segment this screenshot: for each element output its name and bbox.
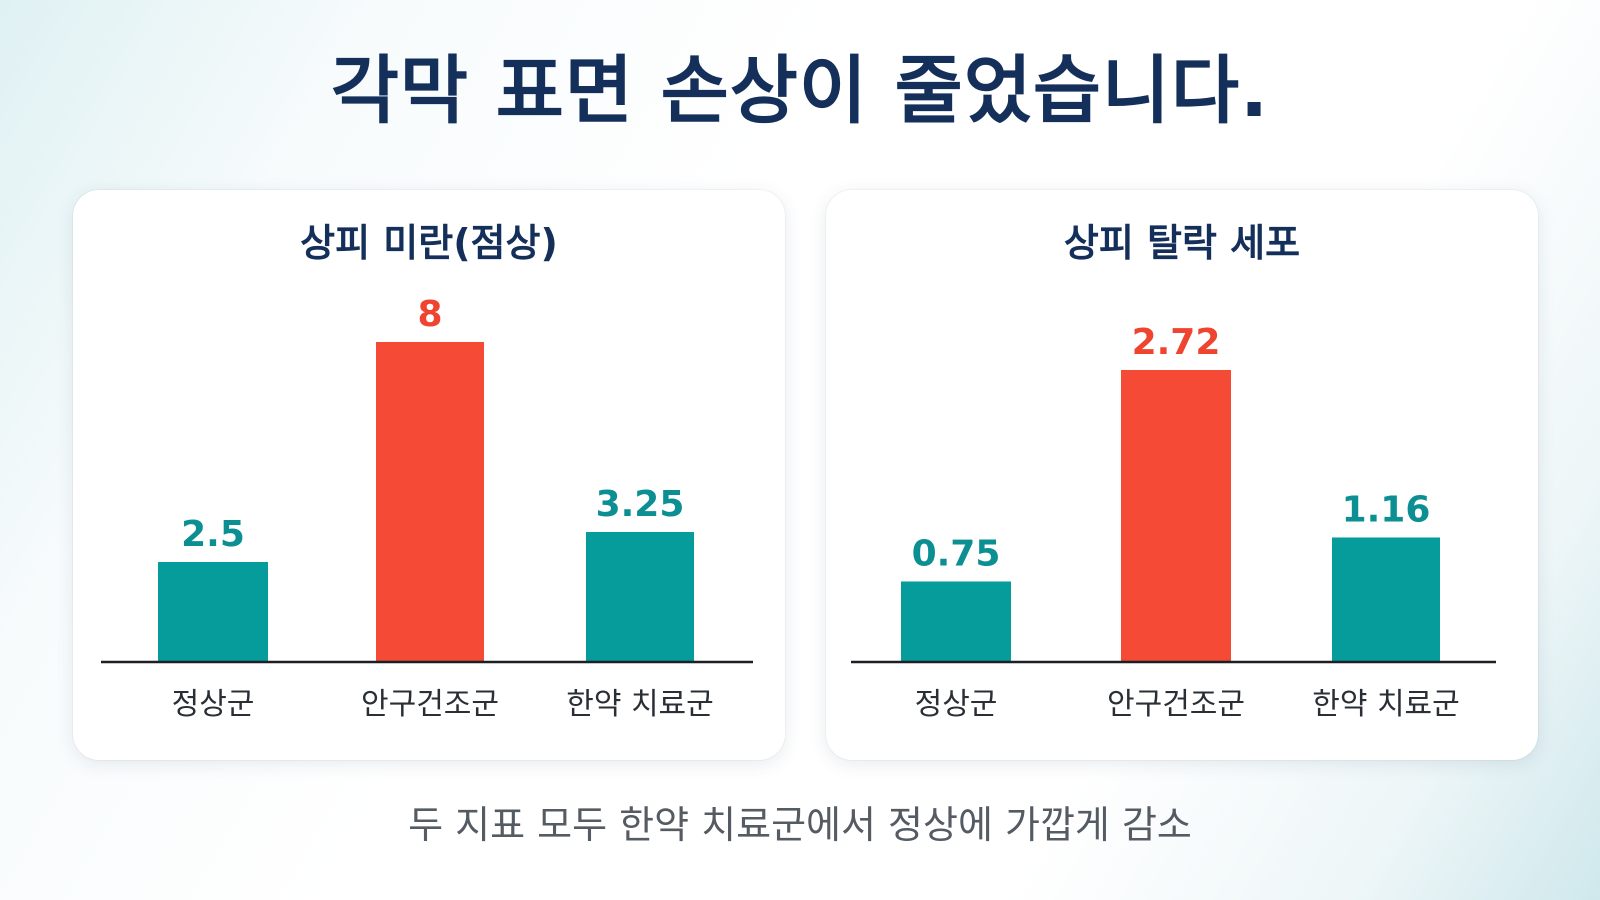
chart-card-desquamated-cells: 상피 탈락 세포 0.75 정상군 2.72 안구건조군 1.16 한약 치료군 — [826, 190, 1538, 760]
chart-title: 상피 탈락 세포 — [1063, 221, 1301, 265]
value-label: 8 — [417, 294, 442, 335]
value-label: 3.25 — [596, 484, 685, 525]
summary-caption: 두 지표 모두 한약 치료군에서 정상에 가깝게 감소 — [408, 803, 1192, 847]
chart-desquamated-cells: 0.75 정상군 2.72 안구건조군 1.16 한약 치료군 — [851, 322, 1496, 722]
value-label: 1.16 — [1342, 489, 1431, 530]
category-label: 정상군 — [915, 687, 998, 722]
bar-2 — [376, 342, 484, 662]
category-label: 안구건조군 — [1107, 687, 1245, 722]
bar-3 — [1332, 537, 1440, 662]
value-label: 2.72 — [1132, 322, 1221, 363]
bar-3 — [586, 532, 694, 662]
value-label: 2.5 — [181, 514, 245, 555]
chart-title: 상피 미란(점상) — [300, 221, 558, 265]
chart-card-epithelial-erosion: 상피 미란(점상) 2.5 정상군 8 안구건조군 3.25 한약 치료군 — [73, 190, 785, 760]
category-label: 정상군 — [172, 687, 255, 722]
category-label: 한약 치료군 — [566, 687, 714, 722]
chart-epithelial-erosion: 2.5 정상군 8 안구건조군 3.25 한약 치료군 — [101, 294, 753, 722]
category-label: 안구건조군 — [361, 687, 499, 722]
page-title: 각막 표면 손상이 줄었습니다. — [330, 48, 1270, 134]
value-label: 0.75 — [912, 533, 1001, 574]
bar-1 — [158, 562, 268, 662]
bar-2 — [1121, 370, 1231, 662]
category-label: 한약 치료군 — [1312, 687, 1460, 722]
bar-1 — [901, 581, 1011, 662]
